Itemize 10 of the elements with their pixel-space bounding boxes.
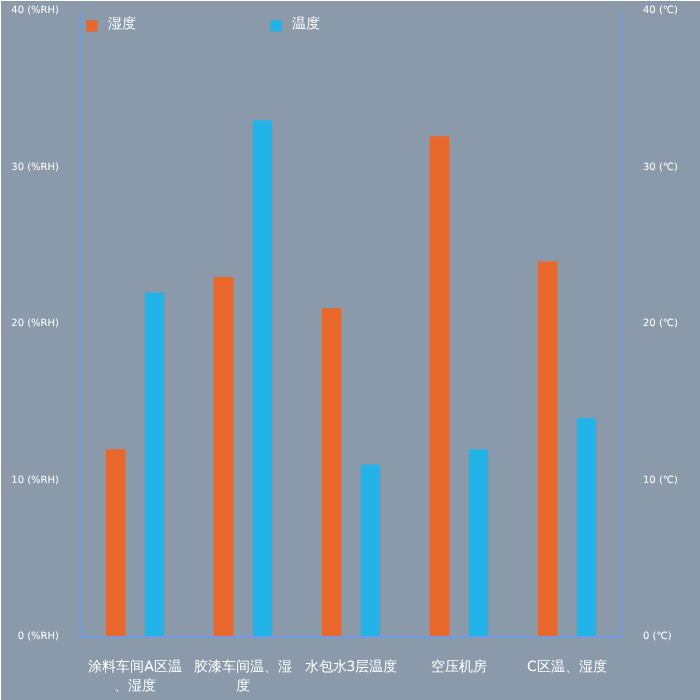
bar [105, 449, 126, 637]
bar [468, 449, 489, 637]
bar [213, 277, 234, 637]
bar [537, 261, 558, 637]
bar [360, 464, 381, 637]
bar [252, 120, 273, 637]
bar [429, 136, 450, 637]
bar [144, 292, 165, 637]
bar [576, 417, 597, 637]
bar [321, 308, 342, 637]
